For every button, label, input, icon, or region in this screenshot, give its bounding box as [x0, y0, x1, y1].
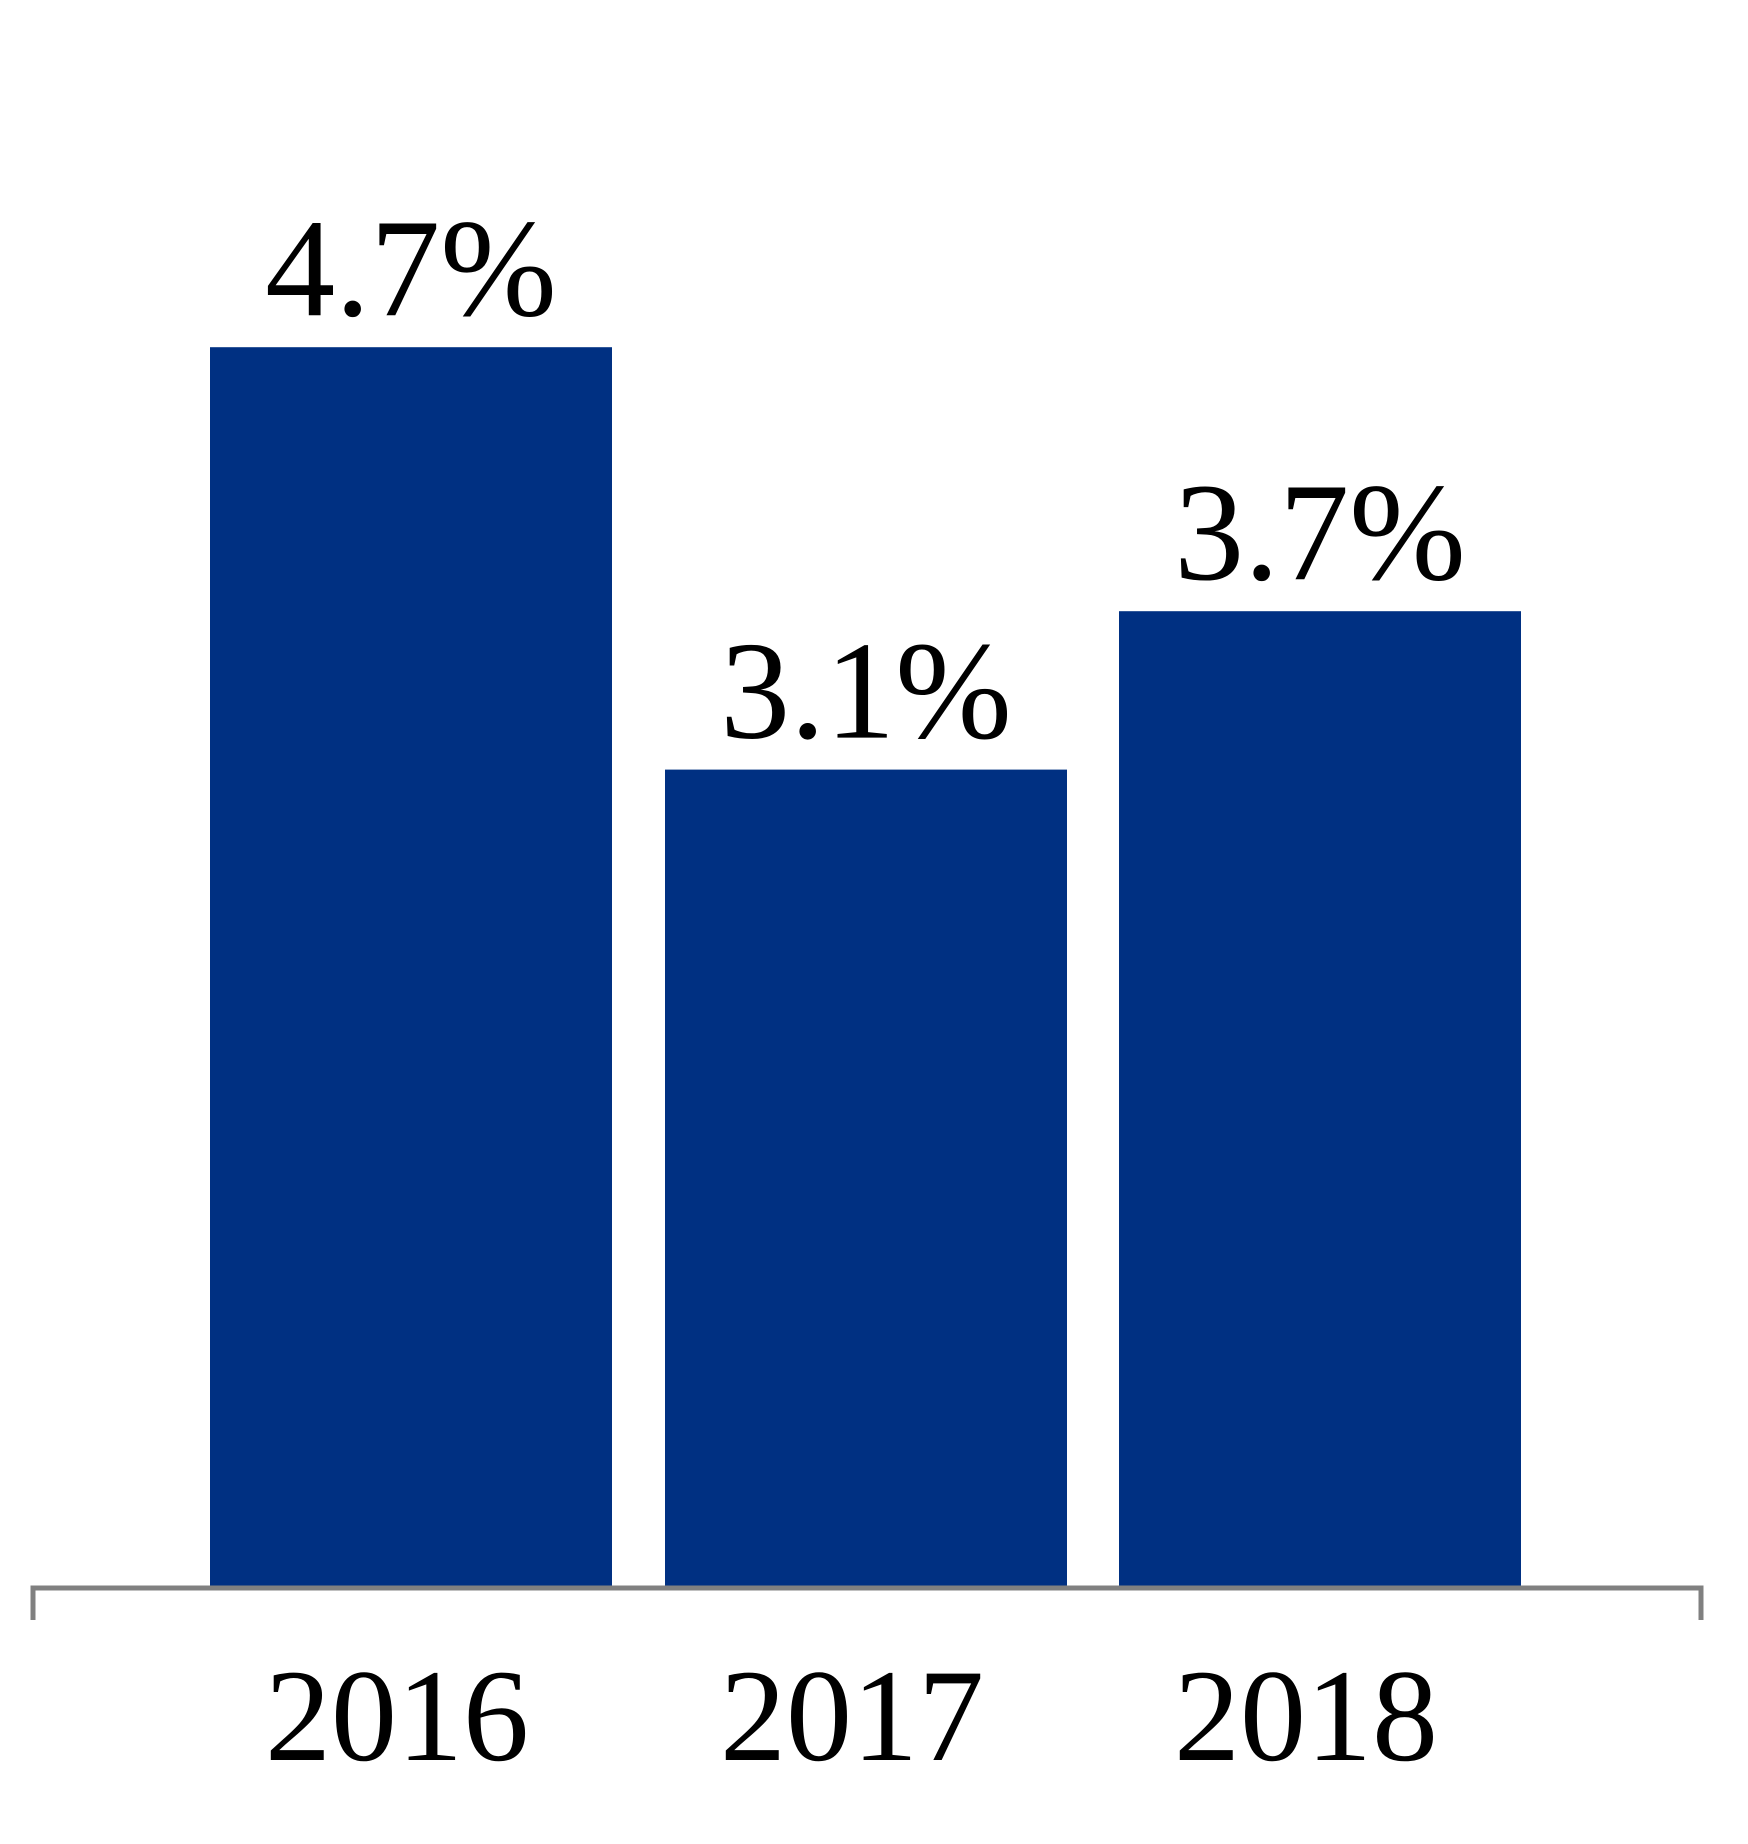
- bars-group: [210, 347, 1521, 1589]
- x-tick-label-2017: 2017: [720, 1642, 984, 1789]
- x-axis-line: [30, 1585, 1704, 1620]
- data-label-2016: 4.7%: [265, 191, 557, 346]
- bar-2018: [1119, 611, 1521, 1588]
- x-axis: [30, 1585, 1704, 1620]
- bar-2017: [665, 769, 1067, 1588]
- data-label-2018: 3.7%: [1174, 455, 1466, 610]
- data-label-2017: 3.1%: [720, 614, 1012, 769]
- bar-2016: [210, 347, 612, 1589]
- value-labels-group: 4.7% 3.1% 3.7%: [265, 191, 1466, 768]
- x-tick-label-2016: 2016: [265, 1642, 529, 1789]
- x-tick-labels-group: 2016 2017 2018: [265, 1642, 1438, 1789]
- x-tick-label-2018: 2018: [1174, 1642, 1438, 1789]
